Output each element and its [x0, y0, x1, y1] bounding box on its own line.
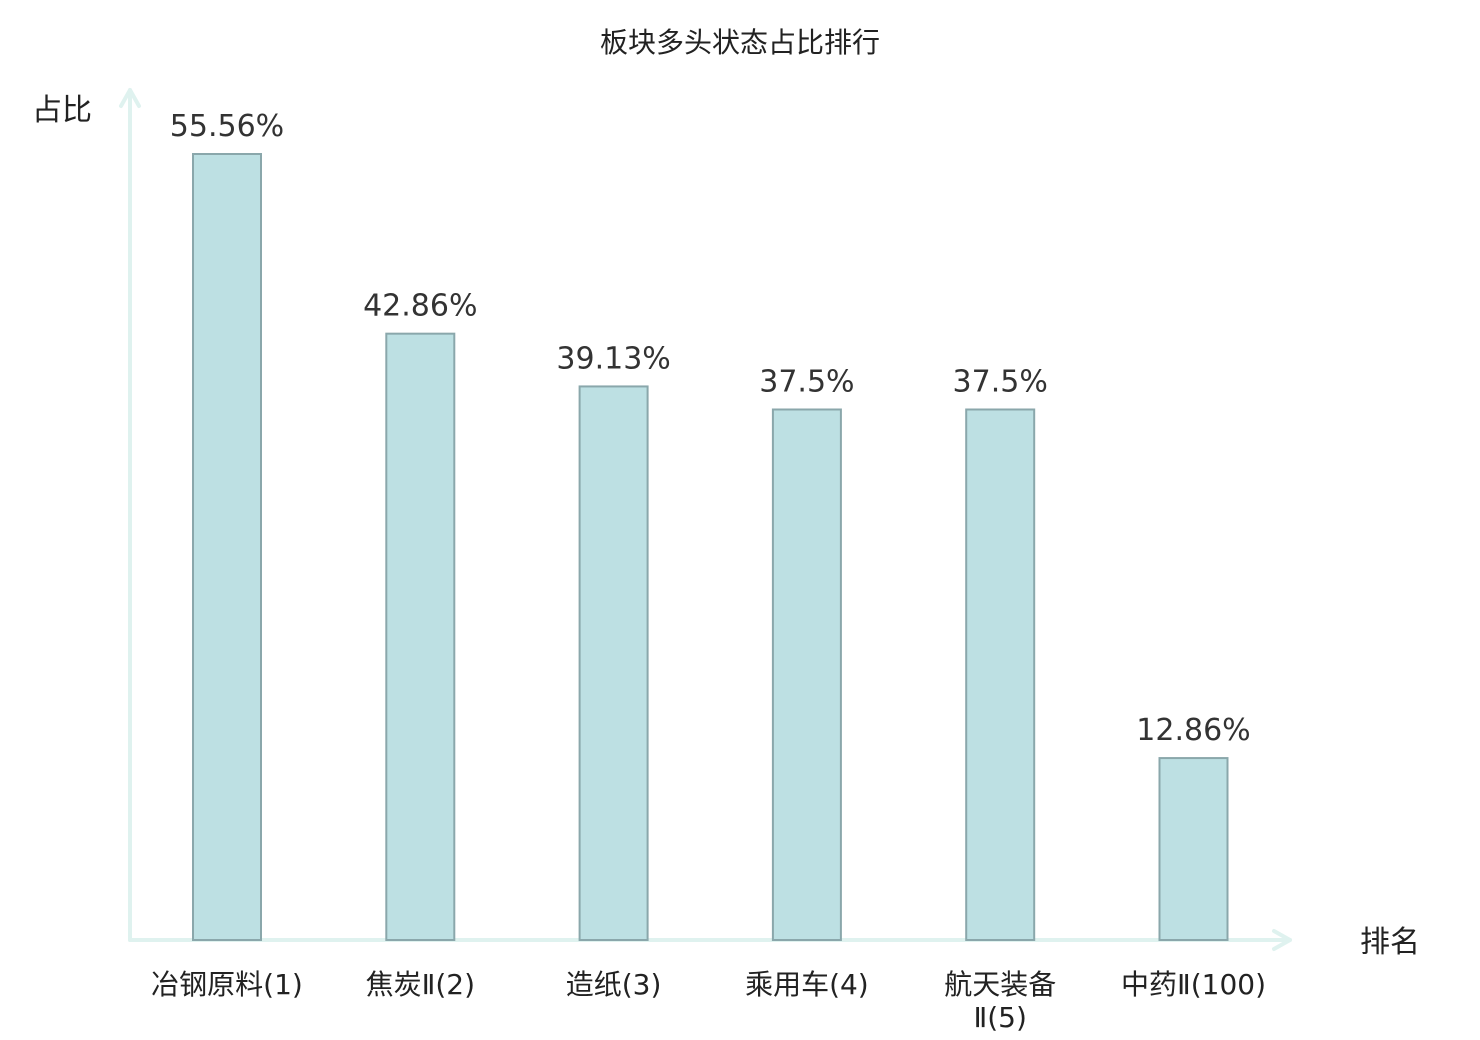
- category-tick-label: 航天装备 Ⅱ(5): [944, 968, 1056, 1034]
- bar-value-label: 39.13%: [556, 341, 670, 376]
- bar-value-label: 12.86%: [1136, 713, 1250, 748]
- category-tick-label: 冶钢原料(1): [151, 968, 303, 1001]
- bar-value-label: 37.5%: [759, 364, 854, 399]
- x-axis-label: 排名: [1360, 925, 1420, 960]
- bar: [965, 408, 1036, 941]
- bar-value-label: 42.86%: [363, 289, 477, 324]
- y-axis-arrow: [119, 88, 141, 108]
- bar: [578, 385, 649, 941]
- bar: [1158, 757, 1229, 942]
- axes: [119, 88, 1292, 951]
- category-tick-labels: 冶钢原料(1) 焦炭Ⅱ(2) 造纸(3) 乘用车(4) 航天装备 Ⅱ(5) 中药Ⅱ(100): [151, 968, 1266, 1034]
- bar-value-label: 37.5%: [953, 364, 1048, 399]
- bar: [771, 408, 842, 941]
- chart-title: 板块多头状态占比排行: [600, 26, 880, 59]
- bars: [192, 153, 1229, 942]
- category-tick-label: 焦炭Ⅱ(2): [366, 968, 475, 1001]
- y-axis-label: 占比: [32, 93, 92, 128]
- category-tick-label: 乘用车(4): [745, 968, 869, 1001]
- category-tick-label: 中药Ⅱ(100): [1121, 968, 1266, 1001]
- bar: [385, 332, 456, 941]
- category-tick-label: 造纸(3): [566, 968, 662, 1001]
- x-axis-arrow: [1272, 929, 1292, 951]
- bar-value-label: 55.56%: [170, 109, 284, 144]
- bar: [192, 153, 262, 941]
- value-labels: 55.56% 42.86% 39.13% 37.5% 37.5% 12.86%: [170, 109, 1251, 748]
